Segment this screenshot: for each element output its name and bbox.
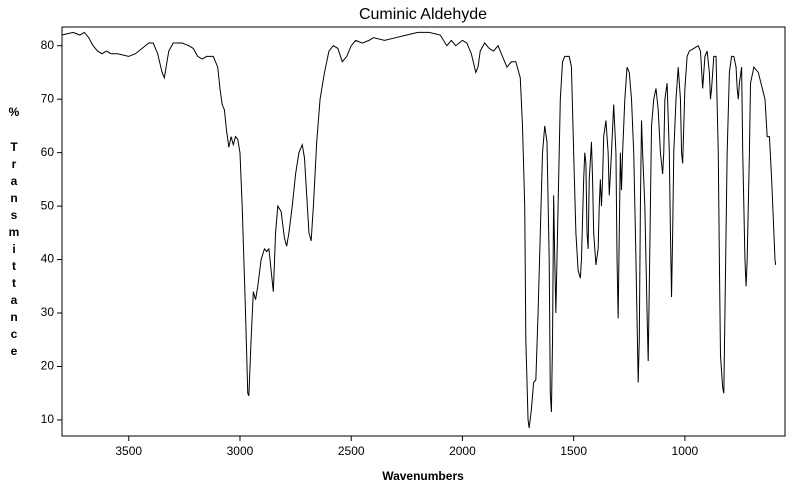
y-tick-label: 40 bbox=[41, 252, 55, 266]
x-axis-title: Wavenumbers bbox=[382, 469, 464, 483]
y-axis-unit: % bbox=[9, 105, 20, 119]
chart-title: Cuminic Aldehyde bbox=[359, 6, 487, 23]
y-tick-label: 60 bbox=[41, 145, 55, 159]
y-tick-label: 50 bbox=[41, 198, 55, 212]
x-tick-label: 3500 bbox=[115, 444, 142, 458]
y-tick-label: 80 bbox=[41, 38, 55, 52]
x-tick-label: 3000 bbox=[227, 444, 254, 458]
y-tick-label: 10 bbox=[41, 412, 55, 426]
x-tick-label: 1000 bbox=[672, 444, 699, 458]
y-tick-label: 20 bbox=[41, 359, 55, 373]
y-tick-label: 30 bbox=[41, 305, 55, 319]
y-tick-label: 70 bbox=[41, 91, 55, 105]
plot-frame bbox=[61, 26, 786, 437]
x-tick-label: 2500 bbox=[338, 444, 365, 458]
spectrum-line bbox=[61, 31, 777, 429]
x-tick-label: 2000 bbox=[449, 444, 476, 458]
y-axis-title: Transmittance bbox=[7, 140, 21, 361]
x-tick-label: 1500 bbox=[560, 444, 587, 458]
